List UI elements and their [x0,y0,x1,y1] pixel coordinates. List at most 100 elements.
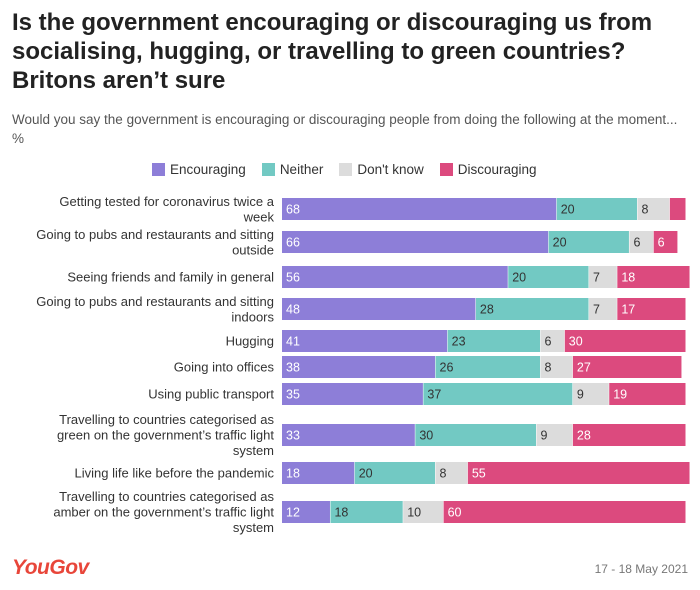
bar-segment-neither [475,298,589,320]
data-label: 10 [407,506,421,520]
chart-subtitle: Would you say the government is encourag… [12,112,678,146]
data-label: 6 [545,335,552,349]
legend-label-dont-know: Don't know [357,162,424,177]
data-label: 27 [577,361,591,375]
bar-segment-encouraging [282,501,330,523]
bar-segment-discouraging [617,266,690,288]
data-label: 20 [359,467,373,481]
legend-swatch-encouraging [152,163,165,176]
bar-segment-don-t-know [589,266,617,288]
bar-segment-discouraging [564,330,686,352]
data-label: 7 [593,303,600,317]
bar-segment-encouraging [282,424,415,446]
data-label: 8 [642,203,649,217]
bar-segment-don-t-know [629,231,654,253]
category-label: Travelling to countries categorised as gr… [57,412,275,458]
data-label: 23 [452,335,466,349]
data-label: 9 [577,388,584,402]
data-label: 35 [286,388,300,402]
data-label: 68 [286,203,300,217]
bar-segment-discouraging [443,501,686,523]
data-label: 6 [633,236,640,250]
bar-segment-don-t-know [435,462,468,484]
bar-segment-don-t-know [589,298,617,320]
bar-segment-don-t-know [536,424,573,446]
bar-segment-discouraging [572,356,682,378]
data-label: 55 [472,467,486,481]
data-label: 18 [286,467,300,481]
bar-segment-encouraging [282,198,557,220]
category-label: Going to pubs and restaurants and sittin… [36,294,274,325]
data-label: 6 [658,236,665,250]
category-label: Using public transport [148,387,274,402]
bar-segment-neither [508,266,589,288]
bar-segment-neither [423,383,573,405]
data-label: 19 [613,388,627,402]
data-label: 28 [577,429,591,443]
bar-segment-discouraging [572,424,686,446]
bar-segment-discouraging [653,231,678,253]
bar-segment-neither [548,231,629,253]
legend-item-encouraging: Encouraging [152,162,246,177]
category-label: Living life like before the pandemic [75,466,275,481]
bar-segment-encouraging [282,356,436,378]
bar-segment-encouraging [282,266,508,288]
bar-segment-discouraging [617,298,686,320]
data-label: 38 [286,361,300,375]
bar-segment-don-t-know [572,383,609,405]
data-label: 30 [419,429,433,443]
legend-item-neither: Neither [261,162,324,177]
chart-title: Is the government encouraging or discour… [12,9,653,94]
data-label: 20 [512,271,526,285]
legend-swatch-dont-know [339,163,353,176]
bar-segment-neither [447,330,541,352]
category-label: Getting tested for coronavirus twice a we… [59,194,274,225]
bar-segment-discouraging [609,383,686,405]
legend-swatch-neither [261,163,275,176]
data-label: 8 [545,361,552,375]
legend-item-dont-know: Don't know [339,162,424,177]
yougov-logo: YouGov [12,556,89,579]
data-label: 41 [286,335,300,349]
legend-label-discouraging: Discouraging [457,162,537,177]
data-label: 18 [621,271,635,285]
bar-segment-neither [415,424,537,446]
bar-segment-don-t-know [637,198,670,220]
category-label: Travelling to countries categorised as am… [53,489,274,535]
bar-segment-neither [435,356,541,378]
data-label: 12 [286,506,300,520]
legend-swatch-discouraging [439,163,453,176]
bar-segment-discouraging [669,198,686,220]
legend: Encouraging Neither Don't know Discourag… [152,162,553,177]
legend-label-neither: Neither [279,162,324,177]
bar-segment-neither [556,198,638,220]
data-label: 20 [561,203,575,217]
data-label: 26 [440,361,454,375]
data-label: 20 [553,236,567,250]
data-label: 66 [286,236,300,250]
data-label: 37 [427,388,441,402]
data-label: 33 [286,429,300,443]
data-label: 7 [593,271,600,285]
category-label: Hugging [226,334,274,349]
category-label: Seeing friends and family in general [67,270,274,285]
data-label: 8 [440,467,447,481]
data-label: 18 [334,506,348,520]
bar-segment-encouraging [282,330,448,352]
data-label: 60 [448,506,462,520]
bar-segment-neither [330,501,403,523]
data-label: 9 [541,429,548,443]
data-label: 28 [480,303,494,317]
survey-date: 17 - 18 May 2021 [594,562,688,576]
bar-segment-discouraging [467,462,690,484]
bar-segment-encouraging [282,231,549,253]
bar-segment-neither [354,462,436,484]
data-label: 30 [569,335,583,349]
data-label: 48 [286,303,300,317]
bar-segment-encouraging [282,298,476,320]
data-label: 17 [621,303,635,317]
legend-item-discouraging: Discouraging [439,162,537,177]
legend-label-encouraging: Encouraging [170,162,246,177]
bar-segment-don-t-know [540,356,573,378]
